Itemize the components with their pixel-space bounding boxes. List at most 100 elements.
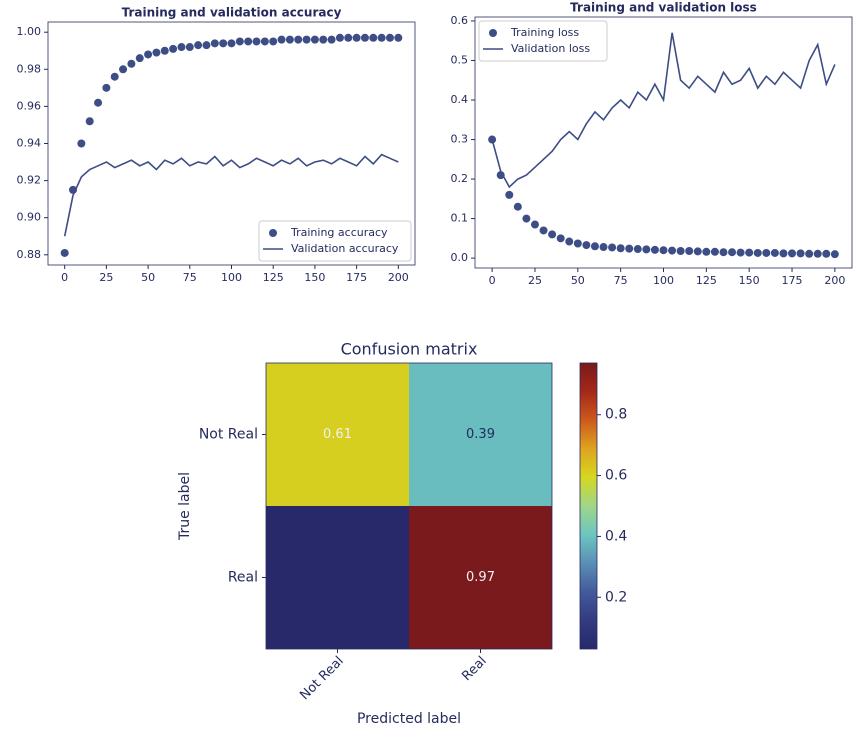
data-point: [676, 247, 685, 256]
data-point: [244, 37, 253, 46]
data-point: [210, 39, 219, 48]
y-tick-label: 1.00: [17, 25, 42, 38]
data-point: [85, 117, 94, 126]
data-point: [659, 246, 668, 255]
x-tick-label: Real: [459, 654, 489, 684]
data-point: [513, 202, 522, 211]
legend-label: Training loss: [510, 26, 579, 39]
data-point: [668, 246, 677, 255]
data-point: [770, 248, 779, 257]
data-point: [102, 83, 111, 92]
data-point: [642, 245, 651, 254]
y-tick-label: Not Real: [199, 427, 258, 443]
colorbar-tick-label: 0.6: [605, 468, 627, 484]
data-point: [285, 35, 294, 44]
data-point: [327, 35, 336, 44]
legend-marker: [269, 229, 277, 237]
colorbar-tick-label: 0.4: [605, 528, 627, 544]
x-tick-label: 150: [304, 271, 325, 284]
data-point: [693, 247, 702, 256]
y-tick-label: 0.96: [17, 99, 42, 112]
x-tick-label: 75: [614, 274, 628, 287]
y-tick-label: 0.6: [451, 14, 469, 27]
y-tick-label: 0.4: [451, 93, 469, 106]
x-tick-label: 0: [489, 274, 496, 287]
x-tick-label: 125: [263, 271, 284, 284]
data-point: [277, 35, 286, 44]
x-tick-label: 200: [388, 271, 409, 284]
x-tick-label: 175: [782, 274, 803, 287]
data-point: [830, 250, 839, 259]
data-point: [822, 249, 831, 258]
y-tick-label: 0.1: [451, 212, 469, 225]
data-point: [522, 214, 531, 223]
x-tick-label: 25: [99, 271, 113, 284]
x-tick-label: 125: [696, 274, 717, 287]
colorbar: [579, 362, 598, 650]
y-tick-label: Real: [228, 570, 258, 586]
plot-frame: [265, 362, 553, 650]
y-tick-label: 0.92: [17, 174, 42, 187]
x-tick-label: 75: [183, 271, 197, 284]
x-tick-label: 200: [824, 274, 845, 287]
data-point: [310, 35, 319, 44]
data-point: [202, 41, 211, 50]
data-point: [219, 39, 228, 48]
legend-label: Validation loss: [511, 42, 590, 55]
y-tick-label: 0.3: [451, 133, 469, 146]
x-tick-label: 50: [141, 271, 155, 284]
data-point: [185, 43, 194, 52]
legend-marker: [489, 29, 497, 37]
data-point: [633, 245, 642, 254]
data-point: [369, 33, 378, 42]
x-tick-label: 0: [61, 271, 68, 284]
data-point: [616, 244, 625, 253]
x-tick-label: 100: [653, 274, 674, 287]
data-point: [252, 37, 261, 46]
data-point: [319, 35, 328, 44]
data-point: [352, 33, 361, 42]
data-point: [590, 242, 599, 251]
data-point: [344, 33, 353, 42]
x-tick-label: 150: [739, 274, 760, 287]
x-tick-label: 50: [571, 274, 585, 287]
y-tick-label: 0.88: [17, 248, 42, 261]
data-point: [135, 54, 144, 63]
data-point: [194, 41, 203, 50]
data-point: [556, 234, 565, 243]
data-point: [796, 249, 805, 258]
data-point: [235, 37, 244, 46]
data-point: [385, 33, 394, 42]
data-point: [710, 247, 719, 256]
data-point: [753, 248, 762, 257]
data-point: [573, 239, 582, 248]
legend-box: [478, 20, 608, 62]
data-point: [736, 248, 745, 257]
x-tick-label: 25: [528, 274, 542, 287]
data-point: [625, 244, 634, 253]
data-point: [169, 44, 178, 53]
legend-label: Validation accuracy: [291, 242, 399, 255]
cell-label: 0.61: [323, 427, 352, 442]
heatmap-cell: [266, 506, 409, 649]
data-point: [269, 37, 278, 46]
data-point: [505, 190, 514, 199]
data-point: [302, 35, 311, 44]
colorbar-tick-label: 0.2: [605, 589, 627, 605]
chart-title: Training and validation accuracy: [122, 6, 342, 20]
legend-label: Training accuracy: [290, 226, 388, 239]
data-point: [650, 245, 659, 254]
data-point: [360, 33, 369, 42]
cell-label: 0.97: [466, 570, 495, 585]
y-tick-label: 0.98: [17, 62, 42, 75]
heatmap-cell: [409, 506, 552, 649]
data-point: [685, 247, 694, 256]
cell-label: 0.39: [466, 427, 495, 442]
y-axis-label: True label: [177, 472, 193, 541]
colorbar-tick-label: 0.8: [605, 407, 627, 423]
data-point: [394, 33, 403, 42]
data-point: [177, 43, 186, 52]
y-tick-label: 0.2: [451, 172, 469, 185]
data-point: [702, 247, 711, 256]
